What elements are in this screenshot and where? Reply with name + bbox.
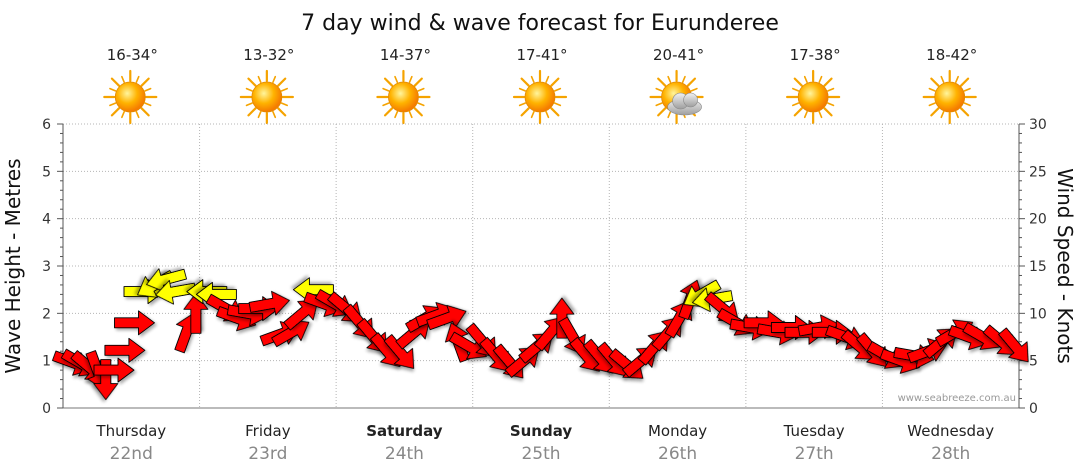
wind-arrow [114,310,155,336]
left-tick-label: 5 [42,164,51,180]
right-tick-label: 5 [1029,354,1038,370]
sunny-icon [922,69,977,125]
day-label: Tuesday [783,422,845,440]
wind-arrow [426,305,467,331]
left-tick-label: 3 [42,259,51,275]
temperature-range: 20-41° [653,46,704,64]
left-tick-label: 2 [42,306,51,322]
left-y-axis: 0 1 2 3 4 5 6 [42,117,63,417]
temperature-range: 13-32° [243,46,294,64]
chart-title: 7 day wind & wave forecast for Eurundere… [301,11,779,36]
temperature-range: 14-37° [380,46,431,64]
wind-arrow [998,327,1029,363]
right-tick-label: 0 [1029,401,1038,417]
sunny-icon [103,69,158,125]
date-label: 25th [521,444,560,464]
day-label: Friday [245,422,291,440]
wind-arrow [93,357,135,383]
wind-arrow [104,337,146,363]
sunny-icon [376,69,431,125]
right-tick-label: 25 [1029,164,1047,180]
left-axis-label: Wave Height - Metres [1,158,25,373]
wind-arrow [155,280,197,305]
site-credit: www.seabreeze.com.au [898,393,1016,404]
wind-arrow [383,334,415,369]
wind-arrow [248,290,290,316]
date-label: 28th [931,444,970,464]
right-tick-label: 30 [1029,117,1047,133]
wind-arrow [283,299,319,331]
temperature-range: 17-38° [790,46,841,64]
left-tick-label: 4 [42,212,51,228]
temperature-range: 16-34° [107,46,158,64]
temperature-range: 18-42° [926,46,977,64]
day-label: Sunday [510,422,573,440]
wind-arrow [93,359,119,401]
plot-grid [62,123,1020,409]
daily-weather-row: 16-34° 13-32° 14-37° 17-41° 20-41° 17-38° 18-4… [103,46,977,125]
day-label: Monday [648,422,707,440]
date-label: 22nd [110,444,153,464]
sunny-icon [512,69,568,125]
right-tick-label: 15 [1029,259,1047,275]
date-label: 27th [795,444,834,464]
wind-arrows [52,268,1029,401]
right-y-axis: 0 5 10 15 20 25 30 [1019,117,1047,417]
left-tick-label: 6 [42,117,51,133]
temperature-range: 17-41° [516,46,567,64]
date-label: 26th [658,444,697,464]
left-tick-label: 0 [42,401,51,417]
day-label: Saturday [366,422,443,440]
right-axis-label: Wind Speed - Knots [1053,168,1077,364]
sunny-icon [239,69,294,125]
partly-cloudy-icon [649,69,704,125]
right-tick-label: 20 [1029,212,1047,228]
date-label: 23rd [248,444,287,464]
x-axis-day-labels: Thursday 22nd Friday 23rd Saturday 24th Sunday… [95,422,994,464]
left-tick-label: 1 [42,354,51,370]
right-tick-label: 10 [1029,306,1047,322]
day-label: Thursday [95,422,166,440]
day-label: Wednesday [907,422,994,440]
date-label: 24th [385,444,424,464]
sunny-icon [786,69,841,125]
